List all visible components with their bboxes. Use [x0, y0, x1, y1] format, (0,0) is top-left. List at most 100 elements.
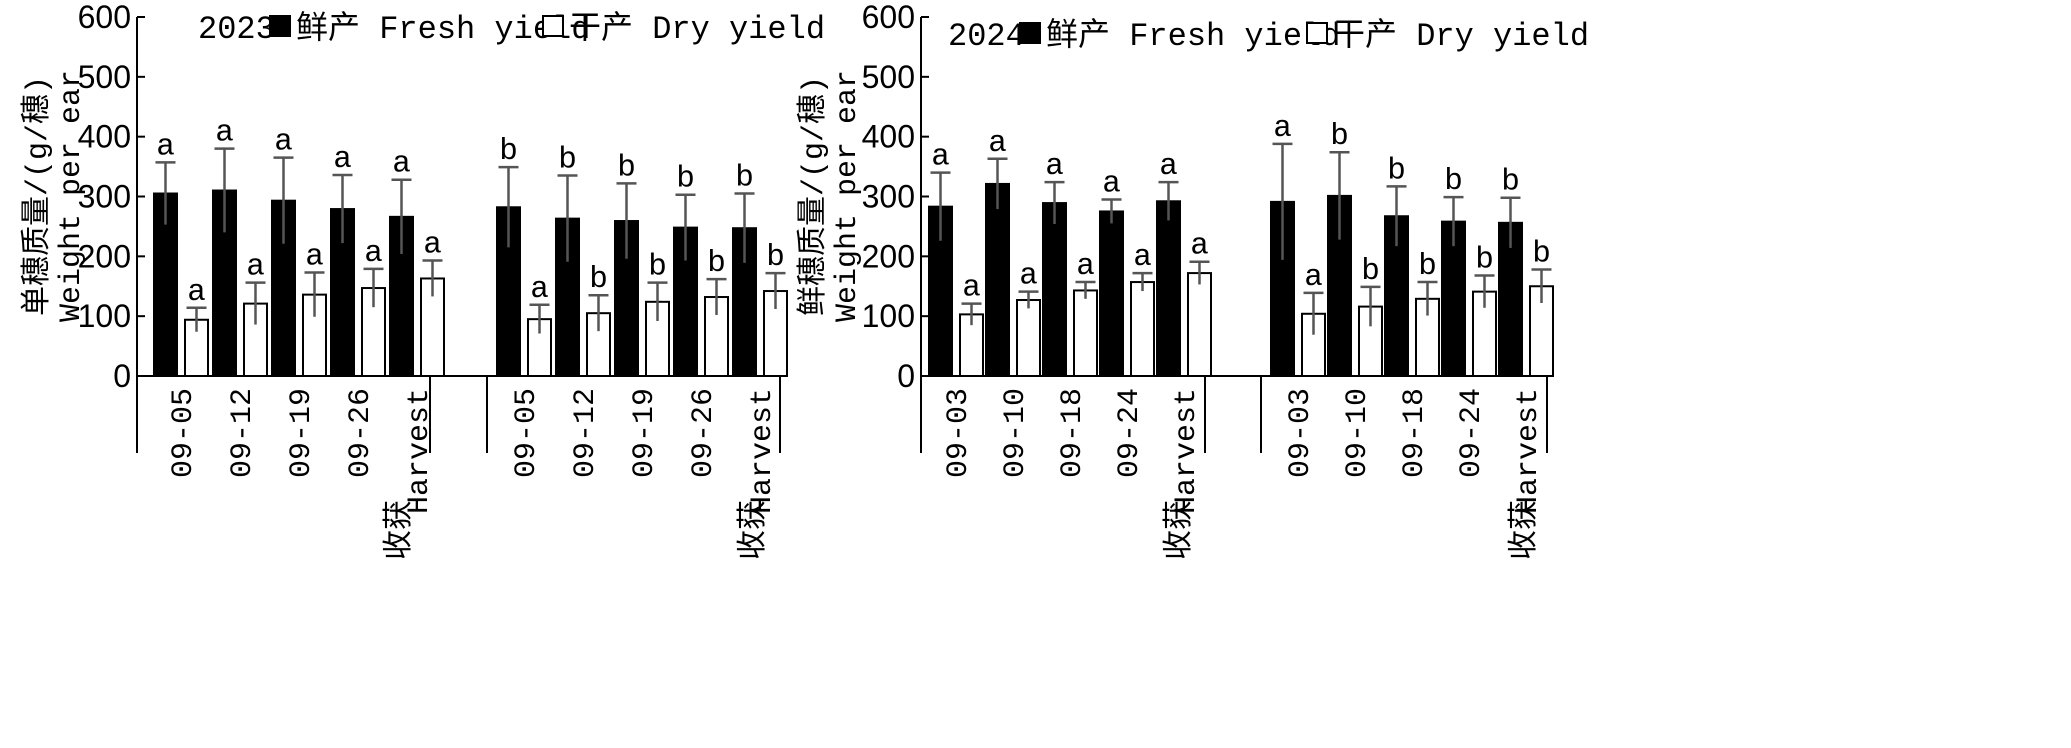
sig-letter-fresh: b: [1387, 153, 1406, 188]
sig-letter-fresh: b: [617, 150, 636, 185]
sig-letter-dry: b: [589, 262, 608, 297]
y-tick-label: 400: [78, 119, 131, 155]
sig-letter-dry: a: [1304, 260, 1323, 295]
sig-letter-fresh: a: [1273, 111, 1292, 146]
x-category-label: Harvest: [1170, 388, 1204, 514]
legend-year: 2024: [948, 18, 1025, 55]
y-tick-label: 100: [78, 298, 131, 334]
y-tick-label: 300: [78, 179, 131, 215]
sig-letter-fresh: b: [735, 161, 754, 196]
sig-letter-dry: b: [1418, 249, 1437, 284]
legend-swatch-fresh: [269, 15, 291, 37]
sig-letter-fresh: a: [931, 140, 950, 175]
legend-swatch-fresh: [1019, 22, 1041, 44]
sig-letter-dry: b: [1475, 242, 1494, 277]
bar-fresh: [1156, 200, 1181, 377]
x-category-label: 09-03: [1284, 388, 1318, 478]
x-category-label: 09-19: [285, 388, 319, 478]
bar-fresh: [1099, 210, 1124, 377]
sig-letter-dry: a: [364, 236, 383, 271]
legend-label-dry: 干产 Dry yield: [569, 10, 825, 48]
x-category-label: 09-24: [1113, 388, 1147, 478]
y-axis-label-cn: 鲜穗质量/(g/穗): [796, 76, 832, 316]
legend-year: 2023: [198, 11, 275, 48]
x-category-label: 09-05: [167, 388, 201, 478]
sig-letter-fresh: b: [1444, 164, 1463, 199]
y-tick-label: 400: [862, 119, 915, 155]
sig-letter-fresh: b: [558, 143, 577, 178]
y-axis-label-en: Weight per ear: [55, 70, 89, 322]
sig-letter-fresh: a: [215, 116, 234, 151]
x-category-label: 09-26: [344, 388, 378, 478]
bar-fresh: [1042, 202, 1067, 377]
x-category-label: 09-10: [999, 388, 1033, 478]
chart-panel-right: 0 100 200 300 400 500 600 鲜穗质量/(g/穗) Weight per …: [796, 0, 1589, 560]
sig-letter-dry: b: [707, 246, 726, 281]
x-harvest-cn-label: 收获: [382, 500, 418, 560]
sig-letter-fresh: a: [392, 147, 411, 182]
sig-letter-dry: b: [1532, 236, 1551, 271]
y-tick-label: 200: [862, 238, 915, 274]
sig-letter-fresh: a: [333, 142, 352, 177]
sig-letter-dry: a: [1076, 249, 1095, 284]
sig-letter-fresh: a: [274, 125, 293, 160]
legend-label-fresh: 鲜产 Fresh yield: [296, 10, 590, 48]
x-category-label: 09-12: [569, 388, 603, 478]
sig-letter-fresh: b: [1330, 119, 1349, 154]
legend-label-dry: 干产 Dry yield: [1333, 17, 1589, 55]
sig-letter-dry: a: [246, 250, 265, 285]
legend-swatch-dry: [1306, 22, 1328, 44]
x-category-label: 09-12: [226, 388, 260, 478]
sig-letter-dry: b: [1361, 254, 1380, 289]
sig-letter-dry: b: [648, 250, 667, 285]
sig-letter-dry: a: [1190, 229, 1209, 264]
x-category-label: 09-10: [1341, 388, 1375, 478]
legend-swatch-dry: [542, 15, 564, 37]
y-tick-label: 300: [862, 179, 915, 215]
y-tick-label: 100: [862, 298, 915, 334]
sig-letter-fresh: b: [676, 162, 695, 197]
sig-letter-dry: a: [530, 272, 549, 307]
x-category-label: 09-24: [1455, 388, 1489, 478]
sig-letter-fresh: a: [1102, 166, 1121, 201]
x-category-label: 09-05: [510, 388, 544, 478]
y-tick-label: 500: [862, 59, 915, 95]
x-category-label: 09-03: [942, 388, 976, 478]
x-harvest-cn-label: 收获: [736, 500, 772, 560]
sig-letter-dry: a: [187, 275, 206, 310]
bar-dry: [1187, 272, 1212, 377]
sig-letter-fresh: a: [1159, 149, 1178, 184]
x-category-label: 09-19: [628, 388, 662, 478]
y-axis-label-en: Weight per ear: [831, 70, 865, 322]
x-category-label: 09-18: [1398, 388, 1432, 478]
x-harvest-cn-label: 收获: [1162, 500, 1198, 560]
sig-letter-fresh: a: [1045, 149, 1064, 184]
y-axis-label-cn: 单穗质量/(g/穗): [20, 76, 56, 316]
sig-letter-fresh: b: [499, 134, 518, 169]
chart-panel-left: 0 100 200 300 400 500 600 单穗质量/(g/穗) Weight per …: [20, 0, 825, 560]
x-category-label: Harvest: [746, 388, 780, 514]
bar-dry: [1130, 281, 1155, 378]
sig-letter-fresh: a: [156, 129, 175, 164]
legend-label-fresh: 鲜产 Fresh yield: [1046, 17, 1340, 55]
sig-letter-fresh: b: [1501, 165, 1520, 200]
bar-dry: [1073, 289, 1098, 377]
sig-letter-dry: a: [423, 228, 442, 263]
x-category-label: 09-26: [687, 388, 721, 478]
sig-letter-dry: a: [1019, 259, 1038, 294]
y-tick-label: 600: [862, 0, 915, 35]
bar-fresh: [985, 182, 1010, 377]
x-category-label: Harvest: [1512, 388, 1546, 514]
y-tick-label: 500: [78, 59, 131, 95]
sig-letter-dry: b: [766, 240, 785, 275]
x-category-label: 09-18: [1056, 388, 1090, 478]
x-harvest-cn-label: 收获: [1507, 500, 1543, 560]
y-tick-label: 600: [78, 0, 131, 35]
sig-letter-fresh: a: [988, 126, 1007, 161]
y-tick-label: 0: [897, 358, 915, 394]
sig-letter-dry: a: [305, 239, 324, 274]
